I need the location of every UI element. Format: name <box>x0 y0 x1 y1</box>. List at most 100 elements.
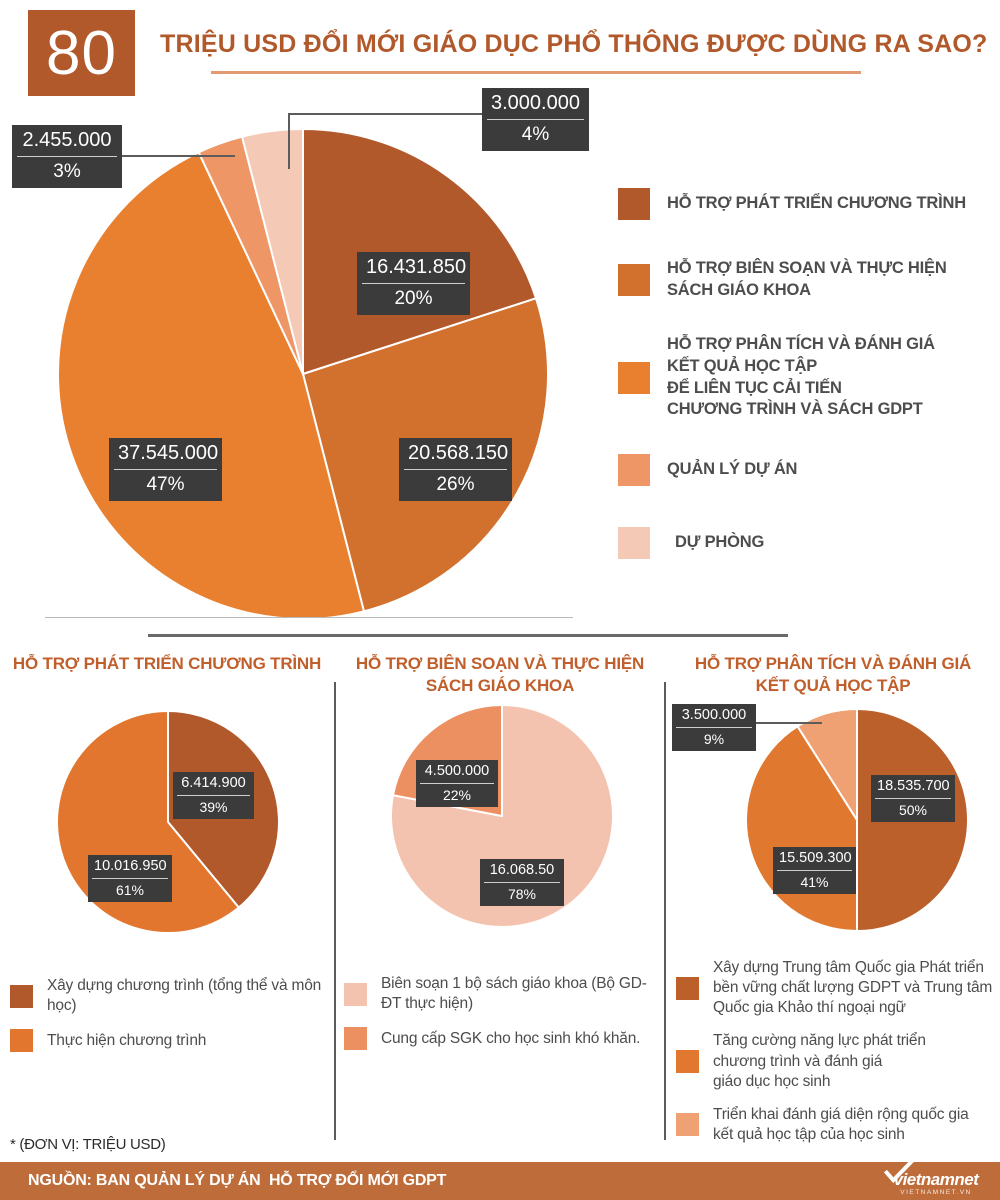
logo-subtext: VIETNAMNET.VN <box>900 1188 972 1196</box>
label-value: 3.000.000 <box>487 92 584 120</box>
callout-line-du-phong-v <box>288 113 290 169</box>
label-percent: 61% <box>115 881 145 898</box>
label-value: 10.016.950 <box>92 858 168 879</box>
legend-item-tang-cuong: Tăng cường năng lực phát triển chương tr… <box>676 1031 998 1091</box>
title-underline <box>211 71 861 74</box>
sub3-label-trien-khai: 3.500.000 9% <box>672 704 756 752</box>
callout-line-quan-ly-h <box>121 155 235 157</box>
label-value: 4.500.000 <box>420 763 494 784</box>
main-label-bien-soan: 20.568.150 26% <box>399 438 512 501</box>
label-value: 3.500.000 <box>676 707 752 728</box>
sub2-label-bien-soan: 16.068.50 78% <box>480 859 564 907</box>
legend-item-cung-cap-sgk: Cung cấp SGK cho học sinh khó khăn. <box>344 1027 658 1051</box>
label-percent: 47% <box>146 474 185 495</box>
legend-swatch <box>10 984 33 1008</box>
legend-item-bien-soan-sgk: Biên soạn 1 bộ sách giáo khoa (Bộ GD-ĐT … <box>344 974 658 1014</box>
legend-item-trien-khai: Triển khai đánh giá diện rộng quốc gia k… <box>676 1105 998 1145</box>
legend-label: Thực hiện chương trình <box>47 1031 207 1049</box>
legend-swatch <box>618 263 650 296</box>
legend-swatch <box>618 188 650 220</box>
section-title-phat-trien: HỖ TRỢ PHÁT TRIỂN CHƯƠNG TRÌNH <box>12 654 322 673</box>
section-title-phan-tich: HỖ TRỢ PHÂN TÍCH VÀ ĐÁNH GIÁ KẾT QUẢ HỌC… <box>694 654 972 696</box>
legend-item-du-phong: DỰ PHÒNG <box>618 527 990 559</box>
main-label-du-phong: 3.000.000 4% <box>482 88 589 151</box>
separator-under-pie <box>45 617 573 618</box>
label-percent: 41% <box>800 873 829 890</box>
label-value: 20.568.150 <box>404 442 508 470</box>
pie-slice <box>796 708 858 821</box>
legend-label: HỖ TRỢ PHÁT TRIỂN CHƯƠNG TRÌNH <box>667 194 966 213</box>
sub3-label-xay-dung: 18.535.700 50% <box>871 775 955 823</box>
legend-label: HỖ TRỢ PHÂN TÍCH VÀ ĐÁNH GIÁ KẾT QUẢ HỌC… <box>667 335 935 419</box>
sub3-label-tang-cuong: 15.509.300 41% <box>773 847 856 895</box>
pie-slice <box>57 151 365 620</box>
sub-pie-phat-trien <box>56 710 280 934</box>
vietnamnet-logo: vietnamnet VIETNAMNET.VN <box>883 1157 986 1197</box>
legend-item-thuc-hien-ct: Thực hiện chương trình <box>10 1029 328 1053</box>
section-title-bien-soan: HỖ TRỢ BIÊN SOẠN VÀ THỰC HIỆN SÁCH GIÁO … <box>355 654 645 696</box>
main-label-phan-tich: 37.545.000 47% <box>109 438 222 501</box>
label-value: 16.068.50 <box>484 862 560 883</box>
sub-legend-phat-trien: Xây dựng chương trình (tổng thể và môn h… <box>10 976 328 1065</box>
label-percent: 39% <box>199 798 228 815</box>
legend-label: Biên soạn 1 bộ sách giáo khoa (Bộ GD-ĐT … <box>381 975 647 1013</box>
legend-swatch <box>344 982 367 1006</box>
sub-legend-bien-soan: Biên soạn 1 bộ sách giáo khoa (Bộ GD-ĐT … <box>344 974 658 1063</box>
legend-swatch <box>618 361 650 394</box>
legend-item-xay-dung-ct: Xây dựng chương trình (tổng thể và môn h… <box>10 976 328 1016</box>
legend-swatch <box>10 1029 33 1053</box>
legend-item-trung-tam: Xây dựng Trung tâm Quốc gia Phát triển b… <box>676 958 998 1018</box>
sub1-label-xay-dung: 6.414.900 39% <box>173 772 254 820</box>
source-text: NGUỒN: BAN QUẢN LÝ DỰ ÁN HỖ TRỢ ĐỔI MỚI … <box>28 1172 447 1189</box>
legend-item-phat-trien: HỖ TRỢ PHÁT TRIỂN CHƯƠNG TRÌNH <box>618 188 990 220</box>
callout-line-du-phong-h <box>288 113 482 115</box>
sub1-label-thuc-hien: 10.016.950 61% <box>88 855 172 903</box>
label-percent: 9% <box>703 730 725 747</box>
header-badge: 80 <box>28 10 135 96</box>
legend-label: DỰ PHÒNG <box>675 533 765 552</box>
legend-swatch <box>344 1027 367 1051</box>
legend-swatch <box>618 454 650 486</box>
column-divider-right <box>664 682 666 1140</box>
legend-item-quan-ly: QUẢN LÝ DỰ ÁN <box>618 454 990 486</box>
legend-label: Xây dựng Trung tâm Quốc gia Phát triển b… <box>713 959 993 1017</box>
legend-label: Triển khai đánh giá diện rộng quốc gia k… <box>713 1105 969 1143</box>
label-percent: 50% <box>898 801 928 818</box>
check-swoosh-icon <box>883 1157 916 1184</box>
label-percent: 78% <box>507 885 537 902</box>
legend-item-bien-soan: HỖ TRỢ BIÊN SOẠN VÀ THỰC HIỆN SÁCH GIÁO … <box>618 258 990 302</box>
legend-label: Tăng cường năng lực phát triển chương tr… <box>713 1032 926 1090</box>
label-percent: 26% <box>436 474 475 495</box>
sub2-label-cung-cap: 4.500.000 22% <box>416 760 498 808</box>
logo-text: vietnamnet <box>893 1169 979 1189</box>
label-percent: 4% <box>521 124 550 145</box>
label-value: 2.455.000 <box>17 129 117 157</box>
legend-item-phan-tich: HỖ TRỢ PHÂN TÍCH VÀ ĐÁNH GIÁ KẾT QUẢ HỌC… <box>618 334 990 421</box>
section-separator <box>148 634 788 637</box>
label-value: 18.535.700 <box>875 778 951 799</box>
main-label-phat-trien: 16.431.850 20% <box>357 252 470 315</box>
legend-label: QUẢN LÝ DỰ ÁN <box>667 460 798 479</box>
legend-swatch <box>676 976 699 1000</box>
legend-swatch <box>618 527 650 559</box>
pie-slice <box>241 128 304 375</box>
column-divider-left <box>334 682 336 1140</box>
label-percent: 3% <box>53 161 81 182</box>
label-value: 6.414.900 <box>177 775 250 796</box>
label-percent: 22% <box>442 786 472 803</box>
main-pie-chart <box>57 128 549 620</box>
page-title: TRIỆU USD ĐỔI MỚI GIÁO DỤC PHỔ THÔNG ĐƯỢ… <box>160 30 988 58</box>
footer-bar: NGUỒN: BAN QUẢN LÝ DỰ ÁN HỖ TRỢ ĐỔI MỚI … <box>0 1157 1000 1200</box>
callout-line-trien-khai <box>755 722 822 724</box>
label-value: 37.545.000 <box>114 442 218 470</box>
legend-label: Xây dựng chương trình (tổng thể và môn h… <box>47 977 322 1015</box>
legend-label: HỖ TRỢ BIÊN SOẠN VÀ THỰC HIỆN SÁCH GIÁO … <box>667 259 947 299</box>
unit-footnote: * (ĐƠN VỊ: TRIỆU USD) <box>10 1136 166 1153</box>
legend-swatch <box>676 1113 699 1137</box>
sub-legend-phan-tich: Xây dựng Trung tâm Quốc gia Phát triển b… <box>676 958 998 1158</box>
label-percent: 20% <box>394 288 433 309</box>
label-value: 15.509.300 <box>777 850 852 871</box>
main-label-quan-ly: 2.455.000 3% <box>12 125 122 188</box>
label-value: 16.431.850 <box>362 256 466 284</box>
